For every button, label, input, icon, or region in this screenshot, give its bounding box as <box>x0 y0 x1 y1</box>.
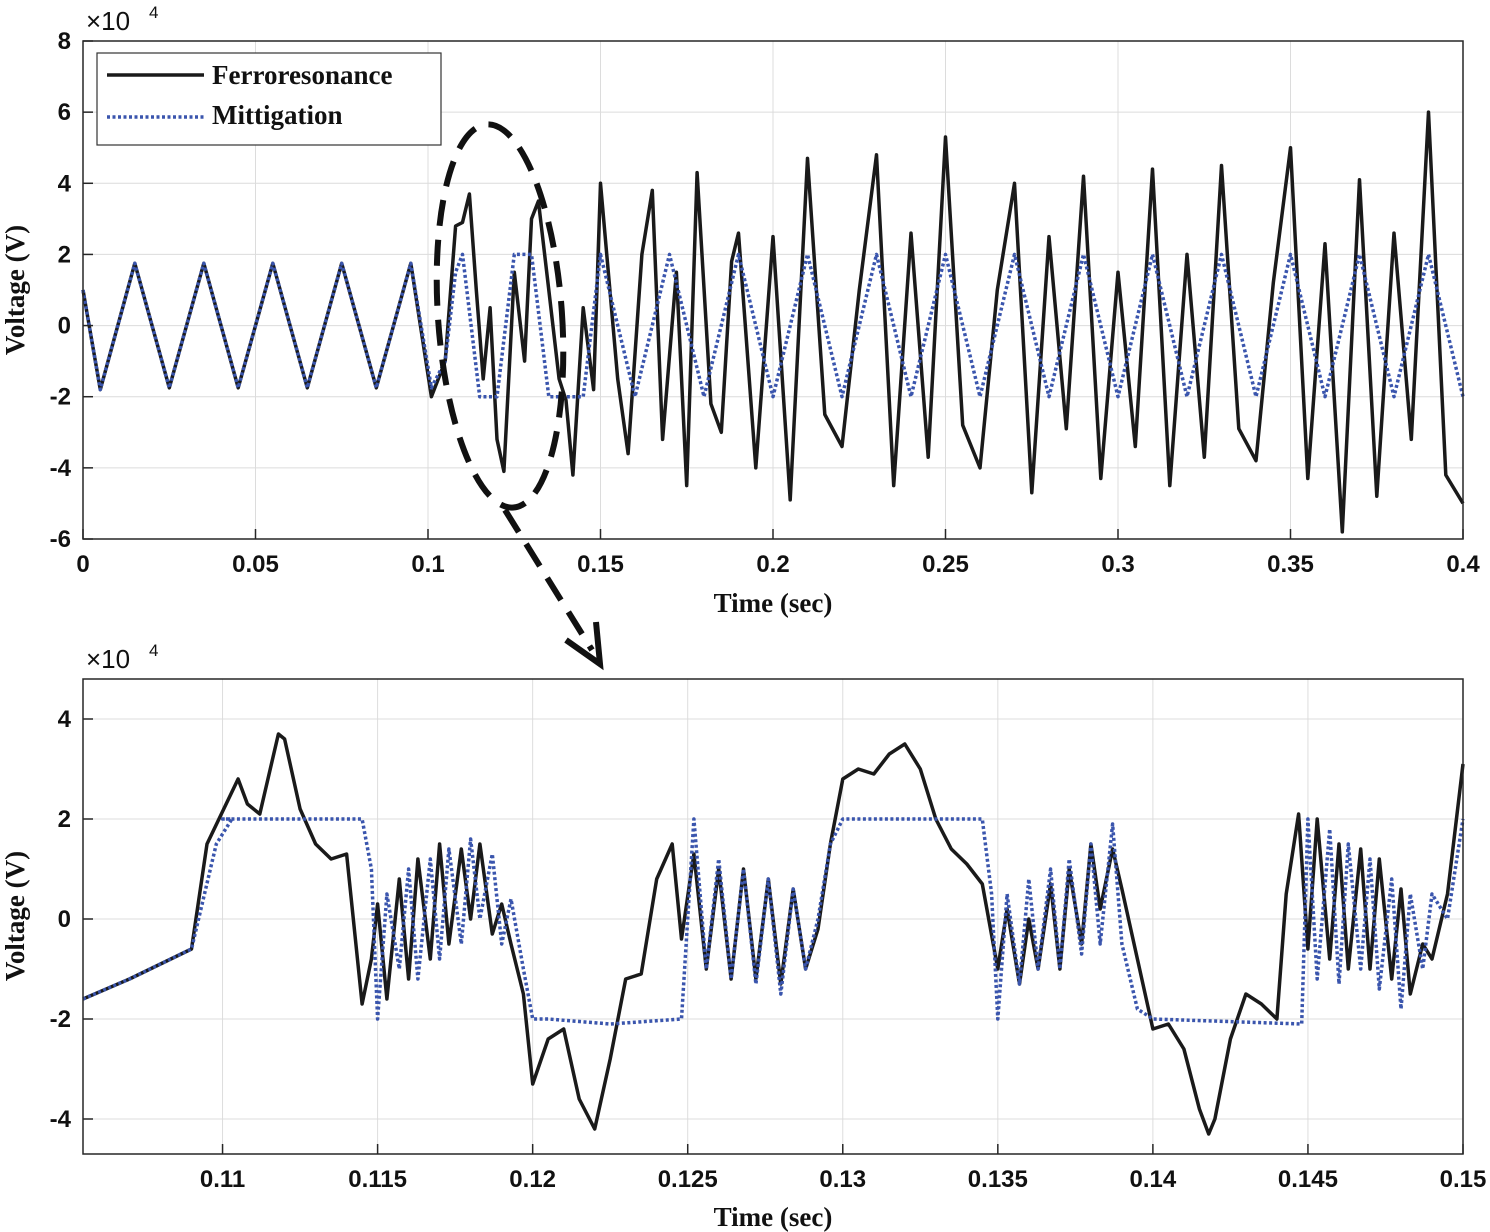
bot-x-tick-label: 0.135 <box>968 1166 1028 1193</box>
top-y-tick-label: -2 <box>50 384 71 411</box>
legend: Ferroresonance Mittigation <box>96 52 442 146</box>
top-x-tick-label: 0.1 <box>411 551 444 578</box>
top-chart: 0 0.05 0.1 0.15 0.2 0.25 0.3 0.35 0.4 -6 -4 -2 0 2 4 6… <box>0 3 1480 618</box>
legend-box <box>96 52 442 146</box>
top-y-tick-label: 6 <box>58 99 71 126</box>
top-x-tick-label: 0.2 <box>756 551 789 578</box>
bot-x-tick-label: 0.11 <box>200 1166 245 1193</box>
bot-x-tick-label: 0.14 <box>1130 1166 1177 1193</box>
legend-label-ferroresonance: Ferroresonance <box>212 60 392 90</box>
top-x-tick-label: 0.4 <box>1446 551 1480 578</box>
top-x-tick-label: 0.35 <box>1267 551 1314 578</box>
top-y-tick-label: 8 <box>58 28 71 55</box>
zoom-region-ellipse <box>433 121 567 511</box>
top-y-exponent-power: 4 <box>149 3 158 22</box>
bottom-plot-frame <box>82 678 1464 1155</box>
top-x-tick-label: 0.25 <box>922 551 969 578</box>
top-y-tick-label: 0 <box>58 313 71 340</box>
top-x-tick-label: 0.05 <box>232 551 279 578</box>
zoom-arrow-head <box>564 621 604 671</box>
bot-x-tick-label: 0.15 <box>1440 1166 1487 1193</box>
bot-x-tick-label: 0.115 <box>348 1166 407 1193</box>
top-y-tick-label: 2 <box>58 241 71 268</box>
bottom-y-axis-label: Voltage (V) <box>0 851 30 981</box>
bot-x-tick-label: 0.145 <box>1278 1166 1338 1193</box>
top-series-mittigation <box>81 252 1465 399</box>
top-x-tick-label: 0.15 <box>577 551 624 578</box>
bot-x-tick-label: 0.13 <box>819 1166 866 1193</box>
bottom-series <box>82 732 1465 1136</box>
top-x-ticks: 0 0.05 0.1 0.15 0.2 0.25 0.3 0.35 0.4 <box>76 529 1480 578</box>
top-x-axis-label: Time (sec) <box>714 588 833 618</box>
bot-x-tick-label: 0.12 <box>509 1166 556 1193</box>
zoom-arrow <box>502 508 604 671</box>
bot-x-tick-label: 0.125 <box>658 1166 718 1193</box>
bottom-chart: 0.11 0.115 0.12 0.125 0.13 0.135 0.14 0.145 0.15… <box>0 641 1486 1232</box>
top-x-tick-label: 0.3 <box>1101 551 1134 578</box>
bot-y-tick-label: 4 <box>58 706 72 733</box>
zoom-arrow-shaft <box>502 508 595 652</box>
bot-series-mittigation <box>82 817 1465 1026</box>
bottom-x-axis-label: Time (sec) <box>714 1202 833 1232</box>
top-y-axis-label: Voltage (V) <box>0 225 30 355</box>
top-series-ferroresonance <box>81 110 1465 534</box>
top-y-ticks: -6 -4 -2 0 2 4 6 8 <box>50 28 93 553</box>
top-y-exponent-base: ×10 <box>86 6 130 36</box>
top-y-tick-label: -6 <box>50 526 71 553</box>
bottom-x-ticks: 0.11 0.115 0.12 0.125 0.13 0.135 0.14 0.145 0.15 <box>200 1144 1487 1193</box>
bottom-y-exponent-base: ×10 <box>86 644 130 674</box>
bottom-y-ticks: -4 -2 0 2 4 <box>50 706 93 1133</box>
top-x-tick-label: 0 <box>76 551 89 578</box>
bottom-y-exponent-power: 4 <box>149 641 158 660</box>
top-y-tick-label: 4 <box>58 170 72 197</box>
top-series <box>81 110 1465 534</box>
bot-y-tick-label: -4 <box>50 1106 72 1133</box>
bot-y-tick-label: 0 <box>58 906 71 933</box>
bot-y-tick-label: -2 <box>50 1006 71 1033</box>
top-y-tick-label: -4 <box>50 455 72 482</box>
legend-label-mittigation: Mittigation <box>212 100 342 130</box>
bot-y-tick-label: 2 <box>58 806 71 833</box>
